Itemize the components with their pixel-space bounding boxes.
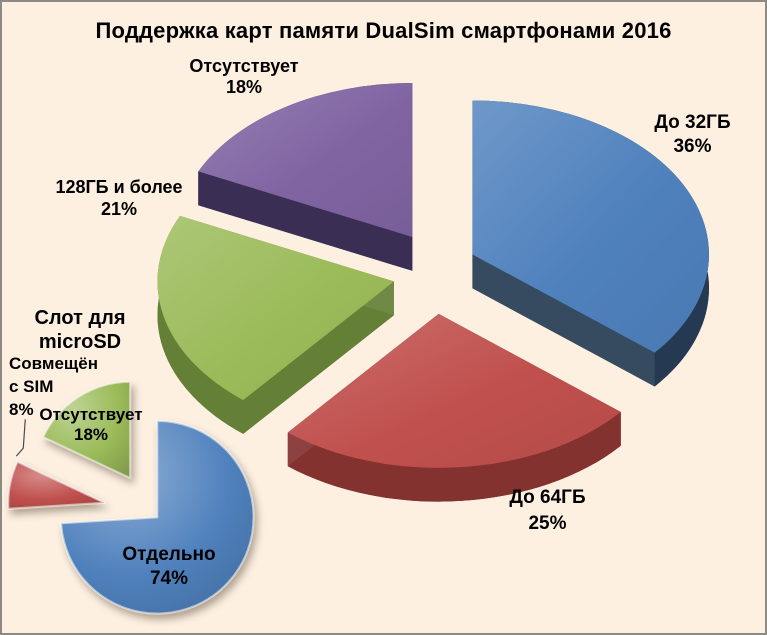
slice-pct-text: 25% (528, 513, 567, 534)
main-pie-slice-1 (287, 313, 621, 502)
slot-pie-slice-1 (7, 460, 106, 510)
main-pie-slice-2 (157, 215, 394, 434)
slice-pct-text: 74% (149, 568, 189, 589)
slot-pie-slice-0 (59, 419, 255, 615)
slice-pct-text: 18% (73, 425, 109, 444)
slice-name-text: Отдельно (122, 544, 216, 565)
slice-pct-text: 8% (9, 400, 34, 419)
main-pie-slice-0 (472, 100, 709, 387)
slot-pie (7, 380, 255, 615)
slice-pct-text: 18% (225, 77, 263, 97)
slice-name-text: Совмещён с SIM (9, 354, 98, 396)
main-pie-slice-3 (198, 82, 413, 271)
slice-name-text: Отсутствует (39, 405, 143, 424)
slice-name-text: До 32ГБ (654, 112, 731, 133)
main-pie-label-absent: Отсутствует 18% (164, 56, 324, 98)
slice-name-text: До 64ГБ (509, 487, 586, 508)
slice-name-text: 128ГБ и более (55, 177, 183, 197)
slot-pie-title: Слот для microSD (34, 307, 126, 353)
slot-pie-slice-2 (41, 380, 132, 480)
main-pie-label-upto64gb: До 64ГБ 25% (475, 485, 620, 537)
slot-pie-label-absent: Отсутствует 18% (25, 405, 157, 445)
slice-name-text: Отсутствует (189, 56, 299, 76)
main-pie-label-upto32gb: До 32ГБ 36% (620, 111, 765, 159)
slice-pct-text: 21% (100, 199, 138, 219)
leader-line-combined-sim (15, 419, 26, 457)
slice-pct-text: 36% (673, 136, 712, 157)
slot-pie-label-separate: Отдельно 74% (98, 543, 240, 591)
chart-title: Поддержка карт памяти DualSim смартфонам… (95, 18, 672, 43)
main-pie-label-128gb-plus: 128ГБ и более 21% (34, 176, 204, 220)
slot-pie-label-combined-sim: Совмещён с SIM 8% (9, 352, 109, 421)
